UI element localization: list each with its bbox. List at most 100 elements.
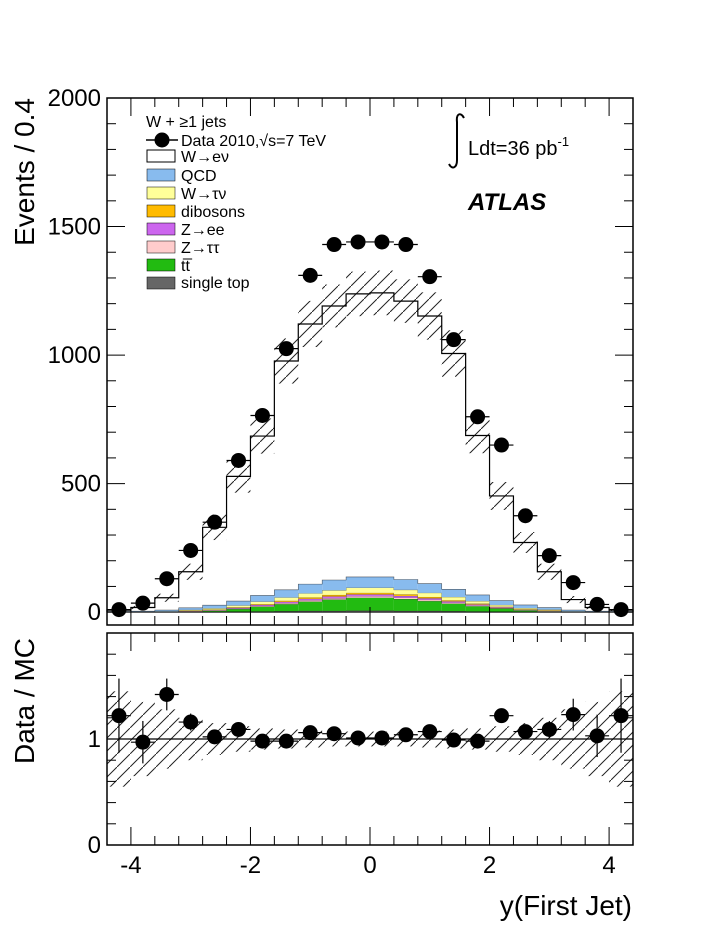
ratio-point — [278, 733, 294, 749]
stack-bin-1 — [274, 604, 299, 612]
stack-bin-4 — [441, 600, 466, 602]
data-point — [446, 332, 462, 348]
ratio-axes: 0 1 -4 -2 0 2 4 — [88, 632, 634, 879]
y-tick-label: 1500 — [48, 214, 101, 241]
legend-item-ztautau: Z→ττ — [146, 240, 220, 257]
stack-bin-6 — [346, 576, 370, 588]
ratio-y-tick-label: 1 — [88, 726, 101, 753]
background-stack — [107, 576, 633, 613]
stack-bin-5 — [346, 587, 370, 593]
stack-bin-1 — [298, 601, 323, 611]
stack-bin-2 — [298, 600, 323, 602]
stack-bin-6 — [154, 610, 179, 612]
stack-bin-3 — [250, 604, 275, 606]
ratio-point — [207, 729, 223, 745]
y-axis-title-main: Events / 0.4 — [9, 98, 40, 246]
stack-bin-2 — [417, 599, 442, 602]
stack-bin-0 — [441, 611, 466, 613]
data-point — [302, 267, 318, 283]
data-points — [107, 234, 633, 618]
stack-bin-3 — [346, 594, 370, 597]
ratio-point — [541, 721, 557, 737]
stack-bin-4 — [465, 603, 490, 605]
stack-bin-5 — [417, 592, 442, 597]
stack-bin-6 — [513, 604, 538, 609]
legend-label-zee: Z→ee — [181, 222, 225, 239]
integral-sign — [448, 113, 465, 169]
ratio-point — [302, 725, 318, 741]
stack-bin-3 — [274, 601, 299, 604]
ratio-point — [159, 686, 175, 702]
y-tick-label: 2000 — [48, 85, 101, 112]
stack-bin-5 — [513, 608, 538, 610]
legend-item-dibosons: dibosons — [146, 204, 245, 221]
data-point — [541, 548, 557, 564]
stack-bin-4 — [346, 592, 370, 595]
stack-bin-5 — [274, 597, 299, 601]
ratio-point — [494, 708, 509, 724]
stack-bin-3 — [441, 601, 466, 603]
stack-bin-5 — [441, 596, 466, 601]
data-point — [374, 234, 390, 250]
stack-bin-5 — [370, 587, 394, 593]
legend-item-qcd: QCD — [146, 168, 217, 185]
luminosity-label-group: Ldt=36 pb-1 — [448, 113, 569, 169]
data-point — [565, 575, 581, 591]
stack-bin-3 — [489, 607, 514, 609]
stack-bin-0 — [417, 610, 442, 613]
stack-bin-3 — [298, 598, 323, 601]
stack-bin-1 — [441, 603, 466, 612]
stack-bin-1 — [393, 599, 418, 611]
stack-bin-6 — [130, 611, 155, 612]
data-point — [231, 452, 246, 468]
ratio-point — [398, 727, 414, 743]
stack-bin-4 — [274, 600, 299, 602]
data-point — [207, 514, 223, 530]
ratio-point — [254, 733, 270, 749]
data-point — [398, 237, 414, 253]
stack-bin-6 — [274, 589, 299, 598]
stack-bin-1 — [537, 611, 562, 612]
data-point — [183, 542, 199, 558]
data-point — [350, 234, 366, 250]
stack-bin-6 — [202, 605, 227, 609]
stack-bin-3 — [226, 607, 251, 609]
legend-label-qcd: QCD — [181, 168, 217, 185]
stack-bin-5 — [465, 601, 490, 604]
legend-item-ttbar: tt̅ — [146, 258, 192, 275]
ratio-y-tick-label: 0 — [88, 832, 101, 859]
stack-bin-6 — [226, 601, 251, 606]
stack-bin-4 — [322, 594, 347, 597]
stack-bin-0 — [274, 611, 299, 613]
legend-label-single-top: single top — [181, 275, 250, 292]
ratio-point — [613, 708, 629, 724]
ratio-point — [231, 721, 246, 737]
main-panel: 0 500 1000 1500 2000 Events / 0.4 — [9, 85, 634, 626]
stack-bin-2 — [393, 597, 418, 600]
stack-bin-1 — [202, 610, 227, 612]
data-point — [422, 269, 438, 285]
stack-bin-1 — [370, 597, 394, 611]
atlas-label: ATLAS — [467, 189, 546, 216]
stack-bin-6 — [465, 594, 490, 602]
x-tick-label: 4 — [602, 852, 615, 879]
stack-bin-2 — [370, 596, 394, 598]
stack-bin-0 — [393, 610, 418, 613]
x-tick-label: 0 — [363, 852, 376, 879]
ratio-point — [565, 707, 581, 723]
stack-bin-2 — [322, 598, 347, 600]
stack-bin-2 — [465, 605, 490, 607]
stack-bin-6 — [537, 607, 562, 610]
data-point — [589, 596, 605, 612]
y-tick-label: 1000 — [48, 342, 101, 369]
data-point — [517, 508, 533, 524]
stack-bin-0 — [370, 610, 394, 613]
stack-bin-1 — [513, 610, 538, 612]
stack-bin-6 — [561, 610, 586, 612]
ratio-point — [422, 724, 438, 740]
stack-bin-4 — [250, 604, 275, 605]
stack-bin-0 — [298, 610, 323, 613]
stack-bin-3 — [465, 604, 490, 606]
stack-bin-6 — [250, 595, 275, 602]
